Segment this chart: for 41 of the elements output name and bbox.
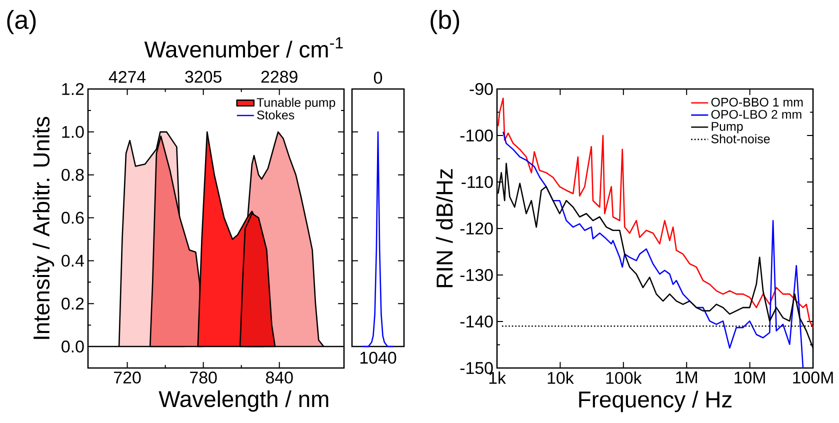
text: 1040	[360, 352, 396, 364]
x-tick-label: 10M	[734, 372, 765, 384]
y-tick-label: 0.4	[62, 254, 84, 267]
x-tick-label: 780	[190, 372, 217, 384]
legend-label: Pump	[712, 122, 743, 134]
x-tick-label: 1k	[489, 372, 506, 384]
x-axis-title: Frequency / Hz	[579, 390, 732, 412]
text: (b)	[430, 10, 460, 34]
x2-axis-title: Wavenumber / cm$^{-1}$	[144, 37, 343, 58]
y-tick-label: -100	[460, 130, 493, 142]
legend-label: OPO-LBO 2 mm	[711, 110, 802, 119]
text: 4274	[108, 70, 146, 83]
text: 0	[374, 72, 382, 84]
y-tick-label: -110	[462, 176, 493, 188]
text: 3205	[185, 70, 222, 83]
legend-label: OPO-BBO 1 mm	[711, 98, 803, 107]
y-tick-label: -90	[470, 83, 493, 96]
text: (a)	[7, 10, 36, 34]
x-tick-label: 100M	[793, 372, 833, 384]
y-tick-label: 0.0	[62, 340, 84, 353]
y-tick-label: -150	[460, 362, 493, 374]
x-tick-label: 1M	[676, 372, 697, 384]
x-tick-label: 10k	[548, 372, 574, 384]
y-tick-label: 0.6	[62, 212, 84, 224]
text: 2289	[261, 70, 298, 83]
y-tick-label: 0.2	[62, 298, 84, 310]
y-axis-title: Intensity / Arbitr. Units	[32, 116, 54, 339]
y-tick-label: -120	[460, 222, 493, 235]
y-tick-label: -130	[460, 269, 493, 282]
x-tick-label: 100k	[606, 372, 642, 384]
legend-label: Shot-noise	[711, 134, 770, 144]
x-tick-label: 720	[114, 372, 141, 384]
y-tick-label: 1.2	[62, 83, 84, 95]
text: Stokes	[257, 110, 294, 120]
y-tick-label: 1.0	[62, 126, 84, 138]
y-tick-label: -140	[460, 316, 493, 328]
y-axis-title: RIN / dB/Hz	[436, 169, 453, 288]
legend-label: Tunable pump	[256, 98, 336, 110]
x-tick-label: 840	[266, 372, 293, 384]
y-tick-label: 0.8	[62, 168, 84, 181]
x-axis-title: Wavelength / nm	[158, 390, 328, 412]
